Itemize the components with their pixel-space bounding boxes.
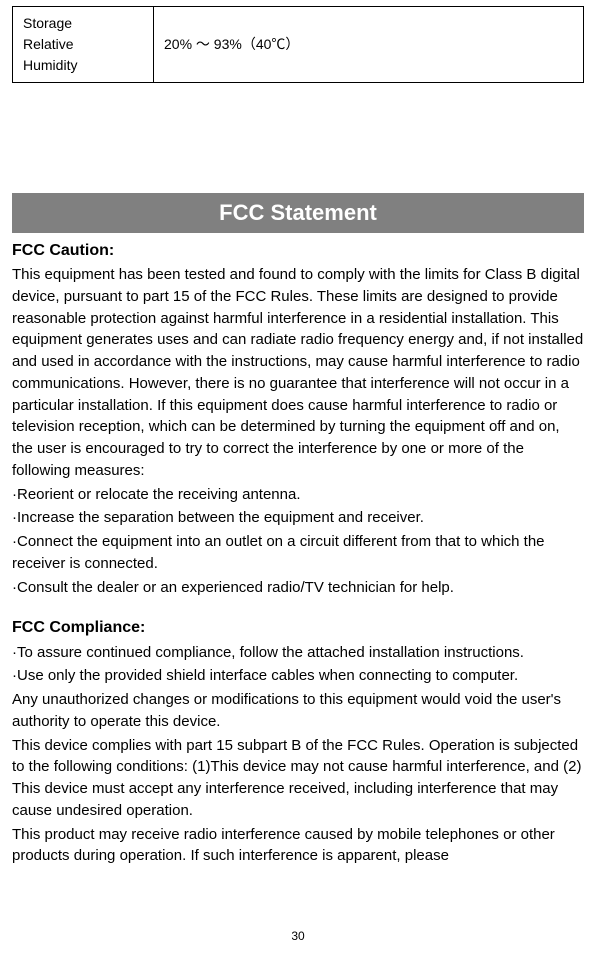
page-number: 30 bbox=[0, 928, 596, 945]
fcc-statement-banner: FCC Statement bbox=[12, 193, 584, 233]
fcc-caution-bullet-2: ·Increase the separation between the equ… bbox=[12, 507, 584, 529]
fcc-compliance-line1: ·To assure continued compliance, follow … bbox=[12, 642, 584, 664]
vertical-spacer bbox=[12, 83, 584, 193]
fcc-compliance-body: ·To assure continued compliance, follow … bbox=[12, 642, 584, 868]
fcc-caution-bullet-1: ·Reorient or relocate the receiving ante… bbox=[12, 484, 584, 506]
spec-row-label-cell: Storage Relative Humidity bbox=[13, 7, 154, 83]
fcc-caution-body: This equipment has been tested and found… bbox=[12, 264, 584, 598]
spec-table: Storage Relative Humidity 20% ～ 93%（40℃） bbox=[12, 6, 584, 83]
fcc-caution-bullet-4: ·Consult the dealer or an experienced ra… bbox=[12, 577, 584, 599]
fcc-compliance-para3: This product may receive radio interfere… bbox=[12, 824, 584, 868]
fcc-compliance-heading: FCC Compliance: bbox=[12, 616, 584, 639]
fcc-caution-paragraph: This equipment has been tested and found… bbox=[12, 264, 584, 482]
fcc-compliance-para1: Any unauthorized changes or modification… bbox=[12, 689, 584, 733]
spec-value: 20% ～ 93%（40℃） bbox=[164, 36, 299, 52]
spec-row-value-cell: 20% ～ 93%（40℃） bbox=[154, 7, 584, 83]
fcc-compliance-line2: ·Use only the provided shield interface … bbox=[12, 665, 584, 687]
fcc-compliance-para2: This device complies with part 15 subpar… bbox=[12, 735, 584, 822]
spec-row: Storage Relative Humidity 20% ～ 93%（40℃） bbox=[13, 7, 584, 83]
spec-label-line3: Humidity bbox=[23, 57, 77, 73]
page: Storage Relative Humidity 20% ～ 93%（40℃）… bbox=[0, 6, 596, 953]
spec-label-line2: Relative bbox=[23, 36, 74, 52]
fcc-caution-bullet-3: ·Connect the equipment into an outlet on… bbox=[12, 531, 584, 575]
spec-label-line1: Storage bbox=[23, 15, 72, 31]
fcc-caution-heading: FCC Caution: bbox=[12, 239, 584, 262]
